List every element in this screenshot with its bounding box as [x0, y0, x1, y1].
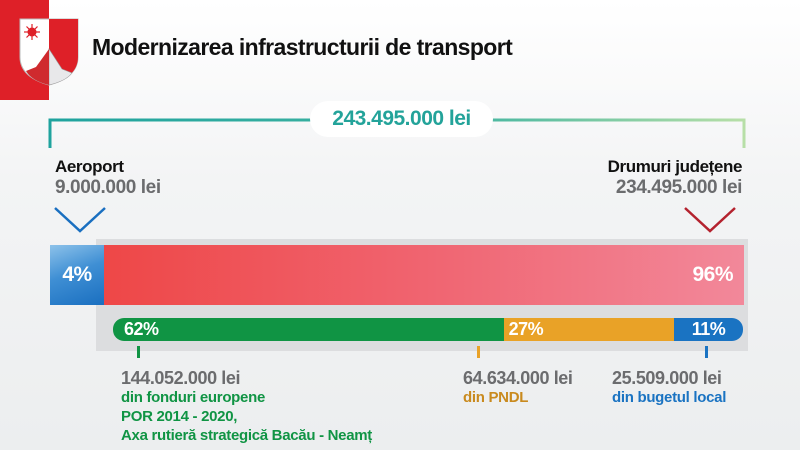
funding-detail-eu: 144.052.000 lei din fonduri europene POR… [121, 368, 372, 445]
funding-bar: 62% 27% 11% [113, 318, 743, 341]
category-name: Drumuri județene [607, 157, 743, 176]
page-title: Modernizarea infrastructurii de transpor… [92, 34, 513, 60]
category-label-airport: Aeroport 9.000.000 lei [55, 157, 161, 199]
funding-segment-eu: 62% [113, 318, 504, 341]
funding-pct-local: 11% [691, 319, 726, 339]
funding-segment-pndl: 27% [503, 318, 674, 341]
funding-pct-pndl: 27% [508, 319, 544, 339]
funding-amount: 144.052.000 lei [121, 368, 241, 388]
bar-label-airport: 4% [62, 263, 92, 286]
funding-detail-pndl: 64.634.000 lei din PNDL [463, 368, 573, 407]
tick-pndl [477, 346, 480, 358]
category-amount: 234.495.000 lei [615, 177, 742, 198]
bar-segment-airport: 4% [50, 245, 104, 305]
funding-segment-local: 11% [673, 318, 743, 341]
total-amount-pill: 243.495.000 lei [310, 101, 493, 137]
bar-segment-roads: 96% [103, 245, 744, 305]
funding-source-line: POR 2014 - 2020, [121, 408, 238, 425]
funding-source-line: Axa rutieră strategică Bacău - Neamț [121, 427, 372, 444]
total-amount: 243.495.000 lei [332, 107, 471, 130]
coat-of-arms-icon [19, 18, 79, 86]
bar-label-roads: 96% [692, 263, 733, 286]
chevron-down-icon [684, 207, 736, 233]
tick-eu [137, 346, 140, 358]
funding-detail-local: 25.509.000 lei din bugetul local [612, 368, 726, 407]
category-label-roads: Drumuri județene 234.495.000 lei [607, 157, 743, 199]
tick-local [705, 346, 708, 358]
funding-source-line: din bugetul local [612, 389, 727, 406]
funding-source-line: din fonduri europene [121, 389, 265, 406]
category-name: Aeroport [55, 157, 124, 176]
funding-source-line: din PNDL [463, 389, 529, 406]
chevron-down-icon [54, 207, 106, 233]
funding-amount: 25.509.000 lei [612, 368, 722, 388]
funding-amount: 64.634.000 lei [463, 368, 573, 388]
category-amount: 9.000.000 lei [55, 177, 161, 198]
funding-pct-eu: 62% [124, 319, 159, 339]
